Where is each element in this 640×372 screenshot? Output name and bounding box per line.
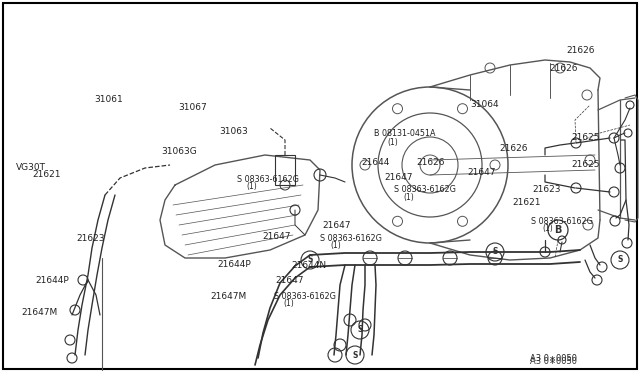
Text: S 08363-6162G: S 08363-6162G xyxy=(274,292,336,301)
Text: 31063: 31063 xyxy=(219,127,248,136)
Text: 21644: 21644 xyxy=(361,158,389,167)
Text: A3 0∗0050: A3 0∗0050 xyxy=(530,357,577,366)
Text: 21644P: 21644P xyxy=(35,276,69,285)
Text: (1): (1) xyxy=(330,241,341,250)
Text: (1): (1) xyxy=(403,193,414,202)
Text: 21626: 21626 xyxy=(499,144,528,153)
Text: (1): (1) xyxy=(246,182,257,191)
Text: 21625: 21625 xyxy=(572,133,600,142)
Text: 21623: 21623 xyxy=(532,185,561,194)
Text: (1): (1) xyxy=(542,224,553,233)
Text: S 08363-6162G: S 08363-6162G xyxy=(237,175,299,184)
Text: S: S xyxy=(492,247,498,257)
Text: 21647: 21647 xyxy=(322,221,351,230)
Text: 21647: 21647 xyxy=(467,168,496,177)
Text: VG30T: VG30T xyxy=(16,163,46,172)
Text: 21626: 21626 xyxy=(416,158,445,167)
Text: 31061: 31061 xyxy=(95,95,124,104)
Text: (1): (1) xyxy=(387,138,398,147)
Text: 21647M: 21647M xyxy=(210,292,246,301)
Text: 21647: 21647 xyxy=(275,276,304,285)
Text: 21626: 21626 xyxy=(566,46,595,55)
Text: 21647: 21647 xyxy=(262,232,291,241)
Text: A3 0∗0050: A3 0∗0050 xyxy=(530,354,577,363)
Text: 21625: 21625 xyxy=(572,160,600,169)
Text: 21626: 21626 xyxy=(549,64,578,73)
Text: 21644N: 21644N xyxy=(292,261,327,270)
Text: S: S xyxy=(352,350,358,359)
Text: 31067: 31067 xyxy=(178,103,207,112)
Text: S: S xyxy=(357,326,363,334)
Text: 31063G: 31063G xyxy=(161,147,197,156)
Text: 21621: 21621 xyxy=(512,198,541,207)
Text: S 08363-6162G: S 08363-6162G xyxy=(531,217,593,226)
Text: (1): (1) xyxy=(284,299,294,308)
Text: B 08131-0451A: B 08131-0451A xyxy=(374,129,436,138)
Text: S 08363-6162G: S 08363-6162G xyxy=(320,234,382,243)
Bar xyxy=(275,155,295,185)
Text: S: S xyxy=(618,256,623,264)
Text: 21621: 21621 xyxy=(32,170,61,179)
Text: S: S xyxy=(307,256,313,264)
Text: 21623: 21623 xyxy=(77,234,106,243)
Text: 31064: 31064 xyxy=(470,100,499,109)
Text: 21647M: 21647M xyxy=(21,308,58,317)
Text: S 08363-6162G: S 08363-6162G xyxy=(394,185,456,194)
Text: 21647: 21647 xyxy=(384,173,413,182)
Text: 21644P: 21644P xyxy=(218,260,252,269)
Text: B: B xyxy=(554,225,562,235)
